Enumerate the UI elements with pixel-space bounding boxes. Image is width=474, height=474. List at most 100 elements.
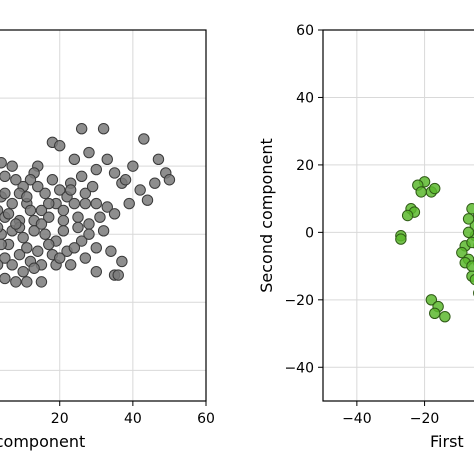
data-point [90, 197, 102, 210]
data-point [43, 211, 55, 223]
data-point [112, 269, 124, 281]
data-point [57, 225, 70, 237]
data-point [68, 197, 81, 210]
data-point [105, 245, 117, 257]
data-point [54, 184, 66, 196]
data-point [462, 213, 474, 225]
data-point [466, 203, 474, 215]
data-point [149, 177, 161, 189]
data-point [75, 170, 88, 183]
data-point [90, 163, 102, 176]
scatter-points [0, 123, 176, 288]
data-point [119, 174, 132, 186]
data-point [127, 160, 139, 172]
data-point [141, 194, 154, 206]
data-point [43, 197, 55, 210]
data-point [94, 211, 106, 223]
data-point [32, 245, 44, 257]
plot-frame [0, 29, 207, 402]
data-point [46, 174, 59, 186]
data-point [462, 226, 474, 239]
plot-frame [322, 29, 474, 402]
data-point [35, 276, 48, 288]
x-axis-label: component [0, 432, 85, 451]
data-point [97, 123, 110, 135]
data-point [54, 140, 66, 152]
data-point [429, 307, 441, 320]
data-point [469, 274, 474, 286]
data-point [425, 294, 438, 306]
data-point [0, 187, 11, 200]
data-point [138, 133, 150, 145]
data-point [466, 260, 474, 272]
data-point [83, 228, 95, 240]
y-tick-label: 60 [296, 23, 314, 39]
data-point [0, 238, 7, 251]
x-tick-label: −40 [342, 411, 372, 427]
data-point [101, 201, 113, 213]
x-axis-label: First [430, 432, 464, 451]
data-point [0, 170, 11, 183]
data-point [6, 197, 18, 210]
data-point [72, 221, 84, 234]
data-point [21, 276, 33, 288]
data-point [35, 204, 48, 217]
data-point [101, 153, 113, 166]
data-point [10, 276, 22, 288]
data-point [2, 208, 15, 220]
data-point [13, 248, 26, 261]
data-point [10, 174, 22, 186]
y-tick-label: −40 [284, 360, 314, 376]
y-tick-label: 20 [296, 158, 314, 174]
data-point [0, 259, 4, 270]
data-point [54, 252, 66, 264]
data-point [0, 157, 7, 169]
data-point [28, 262, 40, 274]
x-tick-label: 40 [124, 411, 142, 427]
data-point [123, 197, 135, 210]
data-point [134, 184, 146, 196]
data-point [415, 186, 427, 198]
scatter-points [395, 176, 474, 323]
y-tick-label: −20 [284, 293, 314, 309]
data-point [163, 174, 176, 186]
data-point [86, 180, 99, 193]
data-point [24, 204, 37, 217]
data-point [0, 272, 11, 285]
data-point [39, 187, 51, 200]
data-point [90, 265, 102, 278]
data-point [68, 242, 81, 254]
scatter-panel-left: 0204060component [0, 29, 215, 451]
data-point [32, 180, 44, 193]
data-point [97, 225, 110, 237]
data-point [24, 174, 37, 186]
data-point [429, 182, 441, 195]
data-point [90, 242, 102, 254]
y-axis-label: Second component [257, 138, 276, 292]
data-point [75, 123, 88, 135]
x-tick-label: 60 [197, 411, 215, 427]
data-point [64, 184, 77, 196]
data-point [57, 204, 70, 217]
data-point [72, 211, 84, 223]
data-point [6, 160, 18, 172]
y-tick-label: 40 [296, 90, 314, 106]
data-point [116, 255, 128, 268]
data-point [10, 218, 22, 230]
data-point [466, 236, 474, 249]
data-point [6, 259, 18, 271]
data-point [43, 238, 55, 251]
data-point [79, 197, 92, 210]
scatter-panel-right: −40 −20 60 40 20 0 −20 −40 First Second component [257, 23, 474, 451]
data-point [108, 208, 121, 220]
data-point [17, 265, 29, 278]
y-tick-label: 0 [305, 225, 314, 241]
data-point [0, 252, 11, 264]
data-point [75, 235, 88, 247]
data-point [64, 259, 77, 271]
x-tick-label: 20 [51, 411, 69, 427]
data-point [0, 222, 4, 233]
data-point [39, 228, 51, 240]
data-point [17, 231, 29, 244]
